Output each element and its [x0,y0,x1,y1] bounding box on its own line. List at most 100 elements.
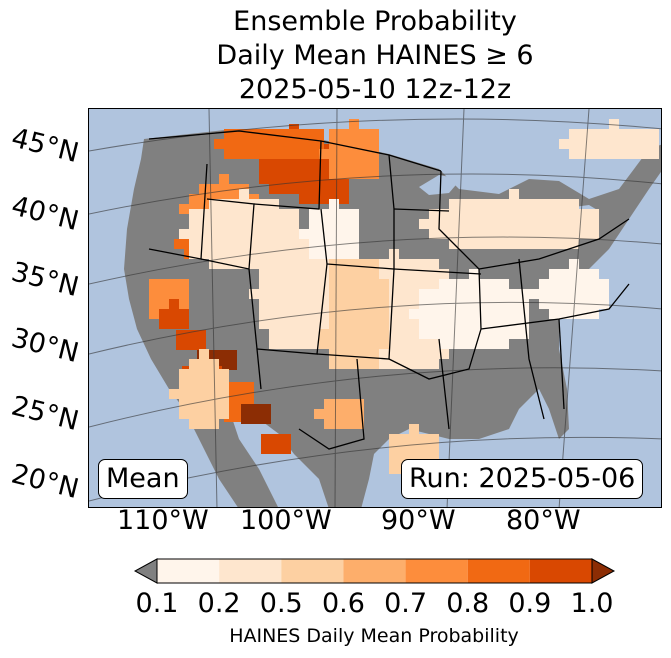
probability-cell [389,319,399,329]
probability-cell [359,349,369,359]
probability-cell [269,309,279,319]
probability-cell [179,289,189,299]
probability-cell [269,329,279,339]
probability-cell [349,289,359,299]
probability-cell [279,209,289,219]
map-canvas [89,109,661,507]
probability-cell [499,279,509,289]
probability-cell [559,199,569,209]
probability-cell [329,249,339,259]
probability-cell [589,139,599,149]
probability-cell [309,164,319,174]
probability-cell [369,329,379,339]
probability-cell [439,289,449,299]
probability-cell [186,330,196,340]
probability-cell [419,289,429,299]
probability-cell [334,419,344,429]
probability-cell [509,219,519,229]
title-line-2: Daily Mean HAINES ≥ 6 [216,40,534,71]
colorbar-swatch [529,559,592,583]
probability-cell [409,279,419,289]
probability-cell [159,279,169,289]
probability-cell [349,129,359,139]
probability-cell [599,279,609,289]
probability-cell [459,229,469,239]
probability-cell [219,219,229,229]
probability-cell [499,209,509,219]
probability-cell [429,339,439,349]
probability-cell [269,199,279,209]
probability-cell [264,129,274,139]
probability-cell [319,299,329,309]
probability-cell [579,209,589,219]
probability-cell [244,139,254,149]
probability-cell [469,309,479,319]
probability-cell [271,444,281,454]
probability-cell [284,149,294,159]
probability-cell [309,269,319,279]
probability-cell [224,139,234,149]
probability-cell [249,229,259,239]
probability-cell [219,174,229,184]
probability-cell [399,444,409,454]
probability-cell [439,219,449,229]
probability-cell [579,289,589,299]
colorbar-tick-label: 1.0 [570,588,614,619]
probability-cell [279,329,289,339]
probability-cell [439,339,449,349]
probability-cell [224,149,234,159]
probability-cell [299,249,309,259]
probability-cell [339,289,349,299]
probability-cell [299,339,309,349]
probability-cell [359,359,369,369]
probability-cell [429,279,439,289]
probability-cell [479,339,489,349]
probability-cell [309,229,319,239]
probability-cell [279,339,289,349]
probability-cell [219,239,229,249]
probability-cell [449,199,459,209]
probability-cell [309,184,319,194]
probability-cell [309,319,319,329]
probability-cell [539,239,549,249]
probability-cell [329,299,339,309]
probability-cell [299,289,309,299]
probability-cell [159,309,169,319]
probability-cell [449,229,459,239]
probability-cell [354,419,364,429]
probability-cell [179,279,189,289]
probability-cell [449,299,459,309]
probability-cell [254,139,264,149]
probability-cell [469,339,479,349]
colorbar-under-arrow [133,558,158,584]
probability-cell [529,289,539,299]
probability-cell [219,399,229,409]
probability-cell [409,349,419,359]
probability-cell [369,259,379,269]
probability-cell [234,139,244,149]
probability-cell [329,329,339,339]
probability-cell [189,409,199,419]
probability-cell [409,319,419,329]
probability-cell [329,169,339,179]
probability-cell [279,239,289,249]
probability-cell [219,209,229,219]
probability-cell [569,149,579,159]
probability-cell [419,359,429,369]
probability-cell [419,444,429,454]
probability-cell [274,129,284,139]
probability-cell [219,199,229,209]
probability-cell [559,209,569,219]
probability-cell [519,219,529,229]
probability-cell [539,209,549,219]
probability-cell [409,259,419,269]
probability-cell [549,239,559,249]
probability-cell [649,149,659,159]
probability-cell [199,249,209,259]
probability-cell [314,139,324,149]
probability-cell [289,219,299,229]
probability-cell [349,159,359,169]
map-panel [88,108,662,508]
probability-cell [279,249,289,259]
probability-cell [469,239,479,249]
